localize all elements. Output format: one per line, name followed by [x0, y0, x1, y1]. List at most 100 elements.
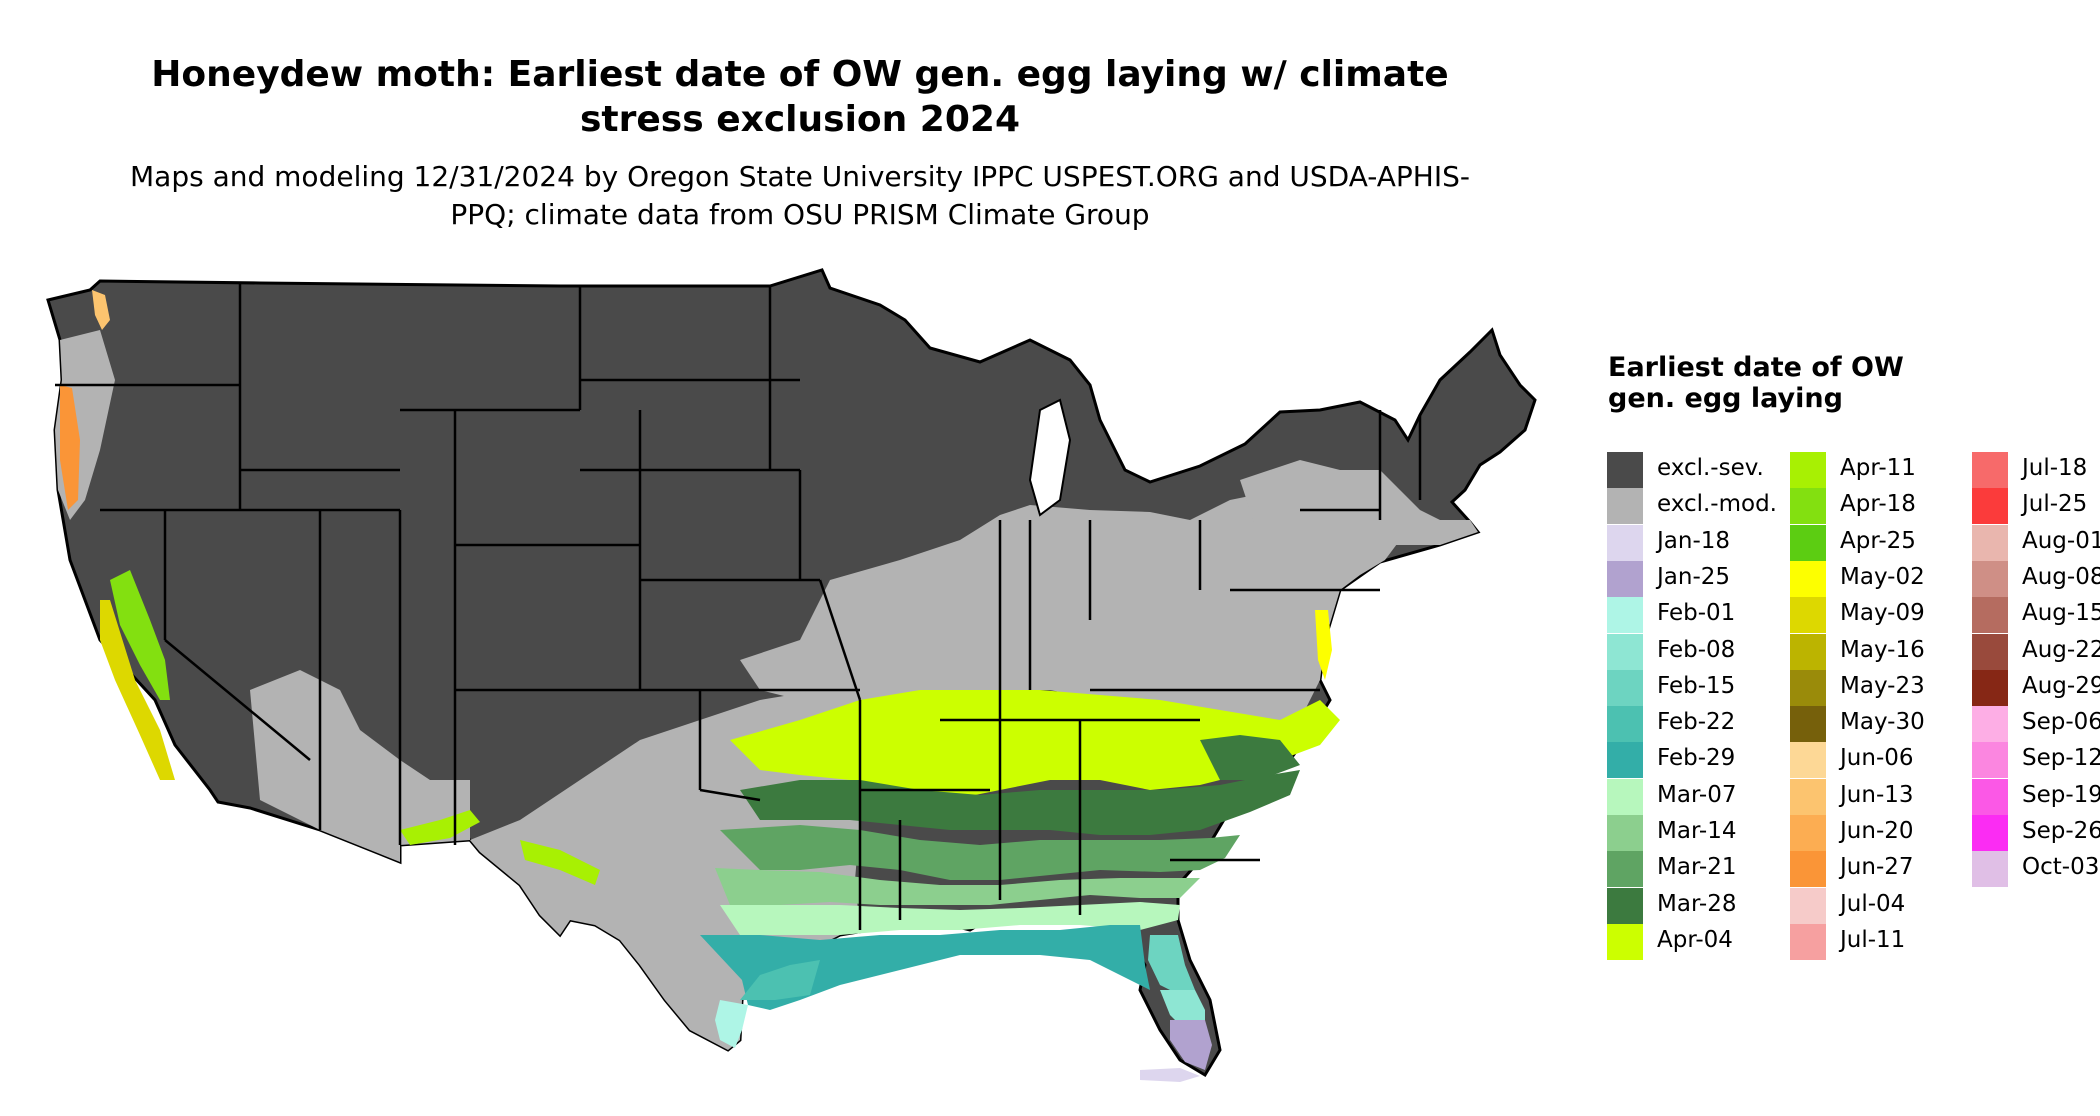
legend-item: Sep-12	[1972, 742, 2100, 779]
legend-label: Feb-01	[1657, 600, 1736, 627]
legend-item: Jun-13	[1790, 778, 1980, 815]
legend-item: May-30	[1790, 706, 1980, 743]
legend-swatch	[1972, 815, 2008, 851]
legend-swatch	[1607, 778, 1643, 815]
region-mar-07	[720, 902, 1180, 935]
legend-item: Jun-27	[1790, 851, 1980, 888]
legend-label: Sep-06	[2022, 709, 2100, 736]
region-mar-28	[740, 770, 1300, 835]
legend-swatch	[1790, 524, 1826, 561]
legend-title: Earliest date of OW gen. egg laying	[1608, 352, 1904, 414]
region-feb-29	[700, 925, 1150, 1010]
region-excl-mod-east	[740, 490, 1400, 740]
legend-label: Jul-04	[1840, 890, 1906, 917]
region-california-valley	[110, 570, 170, 700]
legend-item: excl.-mod.	[1607, 488, 1797, 525]
region-chesapeake-band	[1315, 610, 1332, 680]
legend-label: Jun-27	[1840, 854, 1914, 881]
legend-swatch	[1790, 778, 1826, 815]
legend-item: Apr-18	[1790, 488, 1980, 525]
legend-item: Sep-06	[1972, 706, 2100, 743]
legend-label: excl.-mod.	[1657, 491, 1777, 518]
legend-item: Sep-26	[1972, 815, 2100, 851]
legend-item: Mar-14	[1607, 815, 1797, 851]
legend-swatch	[1607, 923, 1643, 960]
legend-item: Aug-01	[1972, 524, 2100, 561]
legend-label: Aug-15	[2022, 600, 2100, 627]
legend-swatch	[1972, 597, 2008, 634]
legend-item: Feb-01	[1607, 597, 1797, 634]
legend-swatch	[1607, 524, 1643, 561]
legend-swatch	[1972, 706, 2008, 743]
legend-item: Apr-11	[1790, 452, 1980, 488]
region-california-coast	[100, 600, 175, 780]
legend-swatch	[1607, 815, 1643, 851]
legend-swatch	[1972, 851, 2008, 888]
legend-item: Oct-03	[1972, 851, 2100, 888]
legend-swatch	[1972, 633, 2008, 670]
legend-item: Jan-25	[1607, 560, 1797, 597]
legend-swatch	[1790, 633, 1826, 670]
legend-swatch	[1790, 923, 1826, 960]
legend-swatch	[1607, 887, 1643, 924]
region-jan-25-florida	[1170, 1020, 1212, 1070]
legend-swatch	[1607, 633, 1643, 670]
legend-swatch	[1790, 560, 1826, 597]
legend-item: Feb-29	[1607, 742, 1797, 779]
legend-label: Jun-13	[1840, 781, 1914, 808]
legend-label: Oct-03	[2022, 854, 2100, 881]
legend-item: Jun-20	[1790, 815, 1980, 851]
legend-item: May-16	[1790, 633, 1980, 670]
region-feb-15-florida	[1148, 935, 1195, 995]
legend-label: Aug-22	[2022, 636, 2100, 663]
legend-label: Apr-11	[1840, 455, 1916, 481]
legend-swatch	[1790, 597, 1826, 634]
legend-label: Aug-29	[2022, 672, 2100, 699]
legend-swatch	[1607, 488, 1643, 525]
legend-label: Aug-08	[2022, 563, 2100, 590]
legend-item: May-02	[1790, 560, 1980, 597]
map-area	[46, 268, 1537, 1082]
legend-item: Sep-19	[1972, 778, 2100, 815]
legend-swatch	[1790, 742, 1826, 779]
legend-swatch	[1607, 851, 1643, 888]
legend-swatch	[1790, 706, 1826, 743]
legend-label: Mar-28	[1657, 890, 1737, 917]
region-texas-west-band	[520, 840, 600, 885]
legend-label: Jul-25	[2022, 491, 2088, 518]
legend-label: Feb-22	[1657, 709, 1736, 736]
legend-label: Mar-14	[1657, 818, 1737, 844]
region-oregon-coast	[60, 385, 80, 510]
legend-swatch	[1607, 597, 1643, 634]
legend-item: Aug-15	[1972, 597, 2100, 634]
legend-item: Aug-08	[1972, 560, 2100, 597]
legend-label: May-09	[1840, 600, 1925, 627]
legend-swatch	[1607, 669, 1643, 706]
region-sc-mar-28	[1200, 735, 1300, 780]
legend-swatch	[1790, 851, 1826, 888]
legend-swatch	[1972, 669, 2008, 706]
legend-swatch	[1972, 778, 2008, 815]
legend-item: excl.-sev.	[1607, 452, 1797, 488]
legend-swatch	[1790, 669, 1826, 706]
map-subtitle: Maps and modeling 12/31/2024 by Oregon S…	[130, 160, 1470, 231]
legend-item: Feb-08	[1607, 633, 1797, 670]
map-title: Honeydew moth: Earliest date of OW gen. …	[151, 54, 1449, 140]
legend-label: excl.-sev.	[1657, 455, 1764, 481]
legend-label: Mar-07	[1657, 781, 1737, 808]
legend-item: Jul-11	[1790, 923, 1980, 960]
legend-swatch	[1972, 524, 2008, 561]
legend-label: Apr-04	[1657, 926, 1733, 953]
legend-swatch	[1790, 452, 1826, 488]
legend-item: Mar-28	[1607, 887, 1797, 924]
legend-label: May-02	[1840, 563, 1925, 590]
legend-item: May-09	[1790, 597, 1980, 634]
legend-swatch	[1972, 488, 2008, 525]
legend-label: May-23	[1840, 672, 1925, 699]
legend-label: Jun-20	[1840, 818, 1914, 844]
legend-item: Jan-18	[1607, 524, 1797, 561]
legend-label: May-16	[1840, 636, 1925, 663]
legend-swatch	[1607, 452, 1643, 488]
us-map	[46, 268, 1537, 1082]
legend-label: Jul-18	[2022, 455, 2088, 481]
